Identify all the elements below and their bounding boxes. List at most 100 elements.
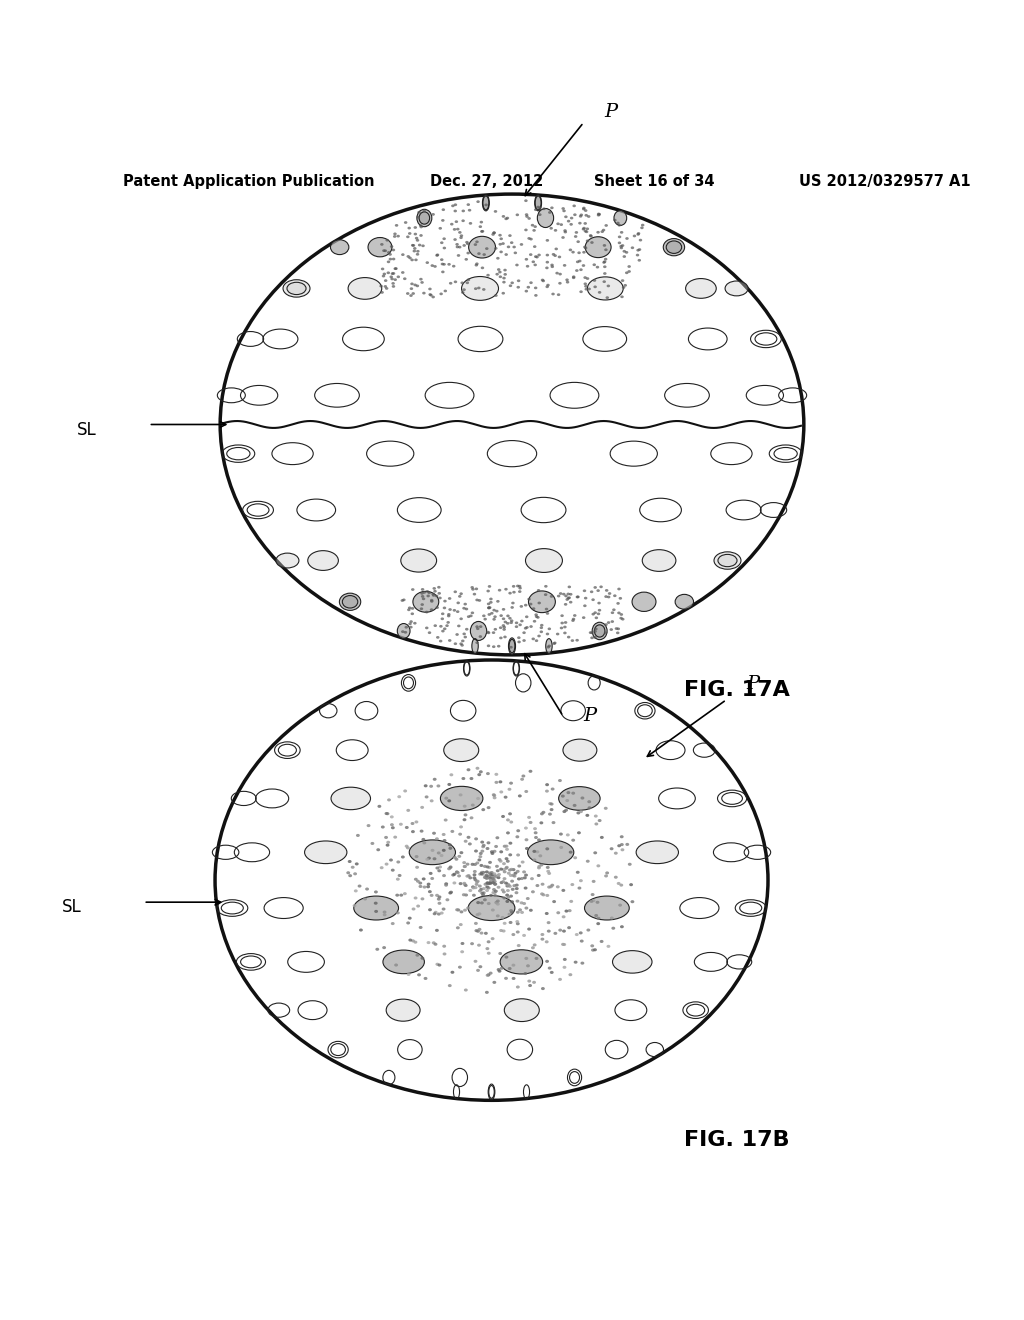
Ellipse shape: [487, 871, 492, 875]
Ellipse shape: [524, 957, 528, 960]
Ellipse shape: [401, 855, 404, 858]
Ellipse shape: [437, 912, 440, 916]
Ellipse shape: [494, 615, 497, 618]
Ellipse shape: [393, 279, 397, 281]
Ellipse shape: [490, 876, 495, 879]
Ellipse shape: [437, 586, 440, 589]
Ellipse shape: [546, 253, 549, 256]
Ellipse shape: [499, 780, 503, 783]
Ellipse shape: [496, 915, 500, 917]
Ellipse shape: [585, 896, 630, 920]
Ellipse shape: [445, 898, 450, 902]
Text: P: P: [604, 103, 617, 121]
Ellipse shape: [503, 845, 507, 847]
Ellipse shape: [459, 825, 463, 829]
Ellipse shape: [584, 285, 588, 288]
Ellipse shape: [484, 876, 488, 880]
Ellipse shape: [552, 821, 555, 824]
Ellipse shape: [524, 257, 528, 260]
Ellipse shape: [550, 972, 554, 974]
Ellipse shape: [567, 636, 570, 639]
Ellipse shape: [558, 273, 562, 276]
Ellipse shape: [556, 632, 559, 635]
Ellipse shape: [594, 814, 598, 817]
Ellipse shape: [488, 876, 492, 880]
Ellipse shape: [411, 244, 415, 247]
Ellipse shape: [455, 870, 459, 874]
Ellipse shape: [508, 234, 512, 238]
Ellipse shape: [488, 861, 492, 863]
Ellipse shape: [517, 280, 520, 282]
Text: P: P: [745, 675, 759, 693]
Ellipse shape: [584, 247, 588, 249]
Ellipse shape: [618, 904, 622, 907]
Ellipse shape: [460, 593, 463, 595]
Ellipse shape: [571, 251, 574, 253]
Ellipse shape: [561, 207, 565, 210]
Ellipse shape: [467, 836, 470, 838]
Ellipse shape: [540, 624, 544, 627]
Ellipse shape: [586, 859, 590, 863]
Ellipse shape: [460, 950, 464, 953]
Ellipse shape: [512, 585, 515, 587]
Ellipse shape: [411, 259, 414, 261]
Ellipse shape: [413, 249, 416, 252]
Ellipse shape: [572, 276, 575, 279]
Ellipse shape: [410, 620, 413, 623]
Ellipse shape: [439, 624, 442, 628]
Ellipse shape: [461, 869, 465, 873]
Ellipse shape: [385, 812, 388, 814]
Ellipse shape: [487, 882, 492, 884]
Ellipse shape: [612, 609, 615, 611]
Ellipse shape: [483, 876, 486, 879]
Ellipse shape: [495, 781, 499, 784]
Ellipse shape: [485, 870, 488, 874]
Ellipse shape: [609, 628, 613, 631]
Ellipse shape: [493, 231, 496, 234]
Ellipse shape: [473, 960, 477, 962]
Ellipse shape: [596, 231, 600, 234]
Ellipse shape: [455, 858, 459, 861]
Ellipse shape: [439, 640, 442, 643]
Ellipse shape: [574, 933, 579, 936]
Ellipse shape: [566, 791, 570, 795]
Ellipse shape: [416, 249, 420, 252]
Ellipse shape: [586, 814, 589, 817]
Ellipse shape: [542, 894, 546, 896]
Ellipse shape: [550, 595, 553, 598]
Ellipse shape: [560, 627, 563, 630]
Ellipse shape: [557, 594, 560, 598]
Ellipse shape: [397, 795, 401, 799]
Ellipse shape: [386, 812, 389, 816]
Ellipse shape: [440, 787, 483, 810]
Ellipse shape: [490, 908, 495, 912]
Ellipse shape: [583, 590, 586, 593]
Ellipse shape: [551, 265, 554, 268]
Ellipse shape: [589, 234, 592, 236]
Ellipse shape: [430, 599, 433, 602]
Ellipse shape: [500, 880, 504, 884]
Ellipse shape: [507, 884, 511, 887]
Ellipse shape: [452, 265, 456, 268]
Ellipse shape: [502, 242, 505, 246]
Ellipse shape: [394, 964, 398, 966]
Ellipse shape: [490, 880, 494, 883]
Ellipse shape: [518, 587, 522, 590]
Ellipse shape: [597, 612, 600, 615]
Ellipse shape: [410, 294, 413, 297]
Ellipse shape: [515, 622, 518, 624]
Ellipse shape: [524, 290, 528, 293]
Ellipse shape: [518, 623, 522, 626]
Ellipse shape: [617, 587, 621, 590]
Ellipse shape: [593, 630, 597, 632]
Ellipse shape: [535, 836, 538, 840]
Ellipse shape: [569, 601, 572, 603]
Ellipse shape: [342, 595, 357, 609]
Ellipse shape: [505, 857, 509, 861]
Ellipse shape: [617, 235, 622, 239]
Ellipse shape: [524, 627, 527, 630]
Ellipse shape: [505, 253, 508, 256]
Ellipse shape: [558, 928, 562, 932]
Ellipse shape: [584, 209, 588, 213]
Ellipse shape: [396, 878, 399, 880]
